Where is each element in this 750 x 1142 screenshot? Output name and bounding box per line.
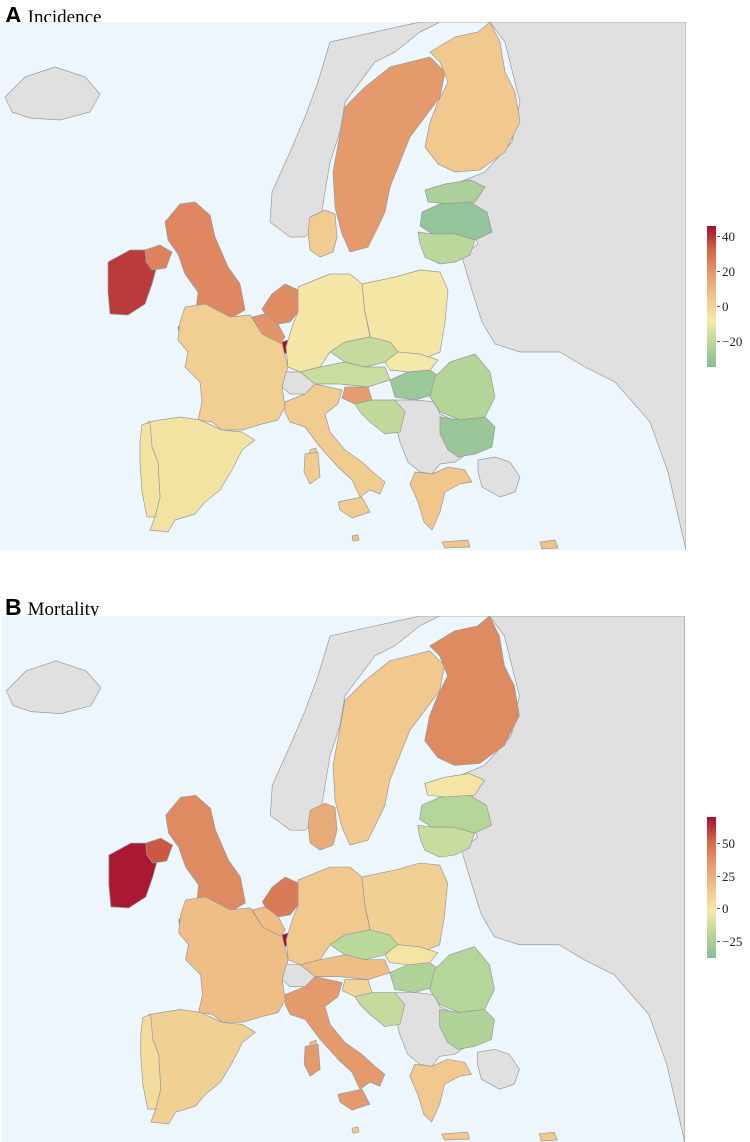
mortality-map	[1, 616, 686, 1142]
mortality-legend-label: 25	[722, 868, 735, 884]
country-slovakia[interactable]	[384, 944, 438, 966]
country-greece[interactable]	[409, 1058, 472, 1123]
country-austria[interactable]	[299, 954, 391, 980]
mortality-heading: B Mortality	[5, 594, 99, 620]
country-norway[interactable]	[269, 616, 440, 831]
country-iceland[interactable]	[4, 66, 101, 121]
incidence-legend-tick	[717, 306, 720, 308]
mortality-legend-label: −25	[722, 934, 743, 950]
country-lithuania[interactable]	[417, 824, 475, 858]
country-croatia[interactable]	[354, 992, 406, 1027]
country-italy-sardinia[interactable]	[303, 451, 321, 485]
country-italy[interactable]	[284, 976, 386, 1090]
country-northern-ireland[interactable]	[144, 244, 173, 271]
mortality-legend-tick	[717, 941, 720, 943]
country-denmark[interactable]	[307, 209, 338, 258]
region-turkey	[477, 456, 521, 498]
country-portugal[interactable]	[139, 421, 161, 518]
mortality-legend-tick	[717, 843, 720, 845]
country-italy-sardinia[interactable]	[303, 1044, 321, 1077]
country-lithuania[interactable]	[417, 231, 476, 265]
incidence-legend-label: 40	[722, 229, 735, 245]
mortality-colorbar	[707, 817, 716, 958]
country-denmark[interactable]	[307, 802, 338, 851]
country-france[interactable]	[177, 303, 289, 431]
mortality-panel: B Mortality 50 25 0 −25	[0, 592, 750, 1142]
country-greece-crete[interactable]	[441, 539, 471, 549]
country-malta[interactable]	[351, 1126, 360, 1134]
country-northern-ireland[interactable]	[145, 837, 173, 864]
country-italy[interactable]	[284, 383, 386, 498]
country-portugal[interactable]	[140, 1014, 162, 1110]
country-estonia[interactable]	[424, 179, 486, 205]
country-latvia[interactable]	[419, 201, 493, 241]
mortality-title: Mortality	[27, 599, 100, 620]
country-estonia[interactable]	[424, 773, 485, 798]
incidence-legend-tick	[717, 271, 720, 273]
country-ireland[interactable]	[107, 249, 159, 316]
country-cyprus[interactable]	[539, 539, 559, 550]
country-croatia[interactable]	[354, 399, 406, 435]
mortality-legend-tick	[717, 875, 720, 877]
country-cyprus[interactable]	[538, 1131, 558, 1142]
incidence-panel: A Incidence 40 20 0 −20	[0, 0, 750, 560]
country-greece-crete[interactable]	[441, 1131, 470, 1141]
country-romania[interactable]	[429, 946, 495, 1013]
country-bulgaria[interactable]	[439, 416, 496, 458]
country-france[interactable]	[178, 896, 289, 1023]
country-ireland[interactable]	[108, 842, 160, 909]
incidence-colorbar	[707, 226, 716, 367]
mortality-legend-label: 0	[722, 901, 729, 917]
mortality-legend-label: 50	[722, 836, 735, 852]
panel-letter-b: B	[5, 594, 22, 620]
country-sweden[interactable]	[332, 650, 445, 846]
country-romania[interactable]	[429, 353, 496, 421]
incidence-map	[0, 22, 686, 550]
country-slovakia[interactable]	[384, 351, 439, 373]
incidence-legend-label: −20	[722, 333, 743, 349]
incidence-legend-label: 0	[722, 299, 729, 315]
country-sweden[interactable]	[332, 56, 446, 253]
country-norway[interactable]	[269, 22, 441, 238]
country-bulgaria[interactable]	[439, 1009, 495, 1050]
incidence-legend-label: 20	[722, 264, 735, 280]
country-austria[interactable]	[299, 361, 391, 388]
mortality-legend-tick	[717, 908, 720, 910]
country-iceland[interactable]	[5, 660, 102, 714]
incidence-legend-tick	[717, 340, 720, 342]
country-finland[interactable]	[424, 616, 520, 766]
panel-letter-a: A	[5, 2, 22, 28]
country-italy-sicily[interactable]	[337, 496, 371, 519]
region-turkey	[477, 1048, 520, 1090]
country-italy-sicily[interactable]	[337, 1088, 371, 1111]
country-latvia[interactable]	[419, 794, 492, 834]
country-greece[interactable]	[409, 466, 473, 531]
incidence-legend-tick	[717, 236, 720, 238]
country-finland[interactable]	[424, 22, 521, 173]
country-malta[interactable]	[351, 534, 360, 542]
